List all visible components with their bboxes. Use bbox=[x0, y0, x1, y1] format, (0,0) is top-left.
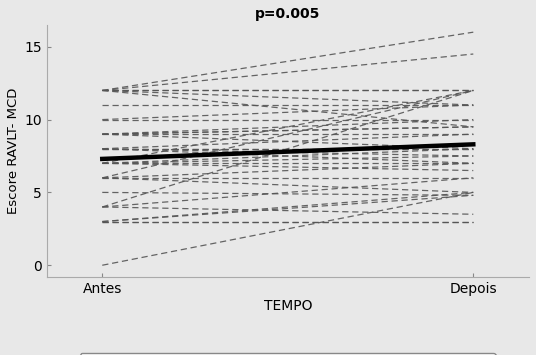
X-axis label: TEMPO: TEMPO bbox=[264, 299, 312, 312]
Title: p=0.005: p=0.005 bbox=[255, 7, 321, 21]
Legend: Média Estimada, Escores Individuais Observados: Média Estimada, Escores Individuais Obse… bbox=[80, 354, 496, 355]
Y-axis label: Escore RAVLT- MCD: Escore RAVLT- MCD bbox=[7, 88, 20, 214]
